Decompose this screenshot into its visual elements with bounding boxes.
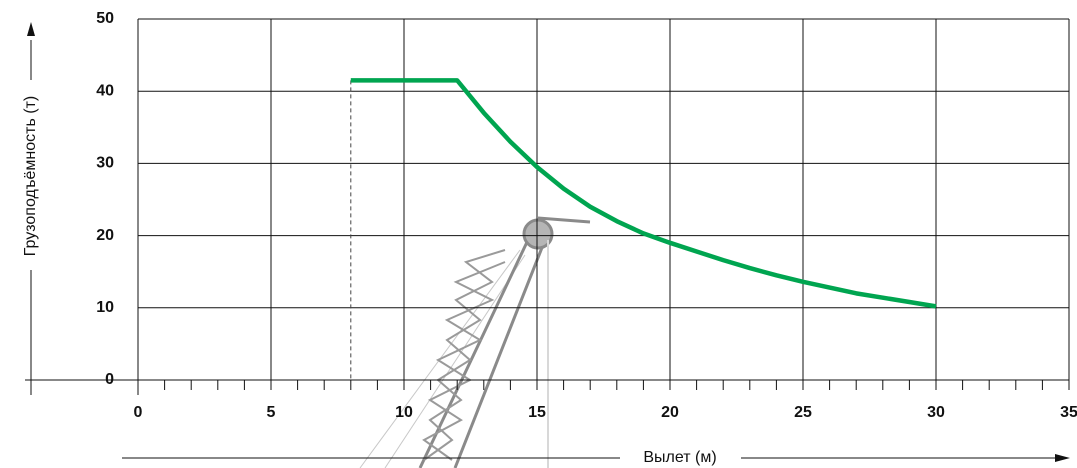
y-tick-label: 40 xyxy=(96,82,114,99)
x-tick-label: 0 xyxy=(134,404,143,421)
x-tick-label: 35 xyxy=(1060,404,1077,421)
y-tick-label: 50 xyxy=(96,10,114,27)
x-tick-label: 20 xyxy=(661,404,679,421)
x-tick-label: 5 xyxy=(267,404,276,421)
crane-illustration xyxy=(360,218,590,468)
x-tick-label: 10 xyxy=(395,404,413,421)
load-curve xyxy=(351,80,936,306)
y-tick-label: 10 xyxy=(96,299,114,316)
y-axis-title: Грузоподъёмность (т) xyxy=(22,96,39,256)
page: {"chart_data": {"type": "line", "xlabel"… xyxy=(0,0,1077,468)
x-tick-label: 30 xyxy=(927,404,945,421)
x-tick-label: 15 xyxy=(528,404,546,421)
x-tick-label: 25 xyxy=(794,404,812,421)
y-tick-label: 30 xyxy=(96,155,114,172)
x-axis-title: Вылет (м) xyxy=(643,449,716,466)
chart: Вылет (м) Грузоподъёмность (т) 0 10 20 30 40… xyxy=(0,0,1077,468)
y-tick-label: 0 xyxy=(105,371,114,388)
grid xyxy=(138,19,1069,390)
y-tick-label: 20 xyxy=(96,227,114,244)
